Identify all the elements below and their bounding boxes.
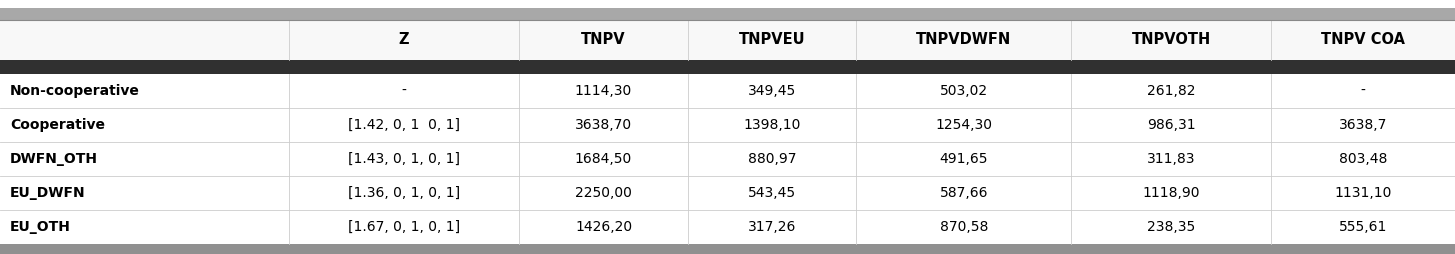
Text: [1.67, 0, 1, 0, 1]: [1.67, 0, 1, 0, 1] xyxy=(348,220,460,234)
Text: 3638,7: 3638,7 xyxy=(1339,118,1387,132)
Bar xyxy=(0,142,1455,176)
Text: TNPV COA: TNPV COA xyxy=(1321,33,1406,47)
Text: 803,48: 803,48 xyxy=(1339,152,1387,166)
Text: 503,02: 503,02 xyxy=(940,84,988,98)
Text: 543,45: 543,45 xyxy=(748,186,796,200)
Text: 880,97: 880,97 xyxy=(748,152,796,166)
Text: TNPVEU: TNPVEU xyxy=(739,33,805,47)
Text: TNPVDWFN: TNPVDWFN xyxy=(917,33,1011,47)
Bar xyxy=(0,176,1455,210)
Bar xyxy=(0,20,1455,60)
Text: Z: Z xyxy=(399,33,409,47)
Text: [1.43, 0, 1, 0, 1]: [1.43, 0, 1, 0, 1] xyxy=(348,152,460,166)
Text: 491,65: 491,65 xyxy=(940,152,988,166)
Text: TNPV: TNPV xyxy=(581,33,626,47)
Bar xyxy=(0,8,1455,20)
Bar xyxy=(0,108,1455,142)
Text: 1426,20: 1426,20 xyxy=(575,220,631,234)
Text: 3638,70: 3638,70 xyxy=(575,118,631,132)
Text: Cooperative: Cooperative xyxy=(10,118,105,132)
Text: Non-cooperative: Non-cooperative xyxy=(10,84,140,98)
Text: 986,31: 986,31 xyxy=(1147,118,1196,132)
Text: DWFN_OTH: DWFN_OTH xyxy=(10,152,97,166)
Text: 1131,10: 1131,10 xyxy=(1334,186,1391,200)
Text: 1684,50: 1684,50 xyxy=(575,152,631,166)
Bar xyxy=(0,210,1455,244)
Text: TNPVOTH: TNPVOTH xyxy=(1132,33,1211,47)
Text: [1.36, 0, 1, 0, 1]: [1.36, 0, 1, 0, 1] xyxy=(348,186,460,200)
Text: EU_OTH: EU_OTH xyxy=(10,220,71,234)
Bar xyxy=(0,20,1455,25)
Text: 870,58: 870,58 xyxy=(940,220,988,234)
Text: -: - xyxy=(402,84,406,98)
Text: 317,26: 317,26 xyxy=(748,220,796,234)
Text: EU_DWFN: EU_DWFN xyxy=(10,186,86,200)
Text: 311,83: 311,83 xyxy=(1147,152,1196,166)
Text: -: - xyxy=(1360,84,1365,98)
Text: 1118,90: 1118,90 xyxy=(1142,186,1200,200)
Text: 349,45: 349,45 xyxy=(748,84,796,98)
Text: [1.42, 0, 1  0, 1]: [1.42, 0, 1 0, 1] xyxy=(348,118,460,132)
Text: 261,82: 261,82 xyxy=(1147,84,1196,98)
Bar xyxy=(0,60,1455,74)
Bar xyxy=(0,244,1455,254)
Text: 1398,10: 1398,10 xyxy=(744,118,800,132)
Text: 1114,30: 1114,30 xyxy=(575,84,631,98)
Bar xyxy=(0,74,1455,108)
Text: 238,35: 238,35 xyxy=(1147,220,1196,234)
Text: 2250,00: 2250,00 xyxy=(575,186,631,200)
Text: 555,61: 555,61 xyxy=(1339,220,1387,234)
Bar xyxy=(0,25,1455,31)
Text: 587,66: 587,66 xyxy=(940,186,988,200)
Text: 1254,30: 1254,30 xyxy=(936,118,992,132)
